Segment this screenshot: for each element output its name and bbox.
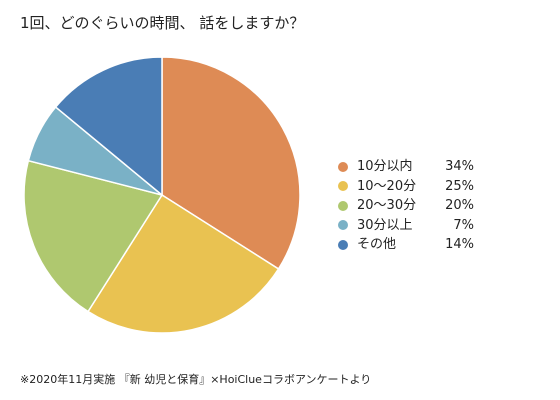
legend-marker (338, 239, 348, 250)
legend-label: 20〜30分 (357, 198, 417, 213)
legend-item: 20〜30分 20% (338, 196, 474, 216)
legend-value: 25% (445, 178, 474, 194)
legend-marker (338, 220, 348, 231)
legend: 10分以内 34% 10〜20分 25% 20〜30分 20% 30分以上 7% その他 14% (338, 157, 474, 255)
legend-item: 10〜20分 25% (338, 177, 474, 197)
legend-label: 30分以上 (357, 217, 413, 233)
legend-marker (338, 181, 348, 192)
legend-item: 10分以内 34% (338, 157, 474, 177)
legend-value: 20% (445, 198, 474, 213)
legend-marker (338, 161, 348, 172)
chart-title: 1回、どのぐらいの時間、 話をしますか？ (20, 14, 305, 32)
legend-value: 34% (445, 159, 474, 174)
legend-item: その他 14% (338, 235, 474, 255)
legend-value: 14% (445, 237, 474, 252)
legend-label: その他 (357, 237, 397, 252)
legend-item: 30分以上 7% (338, 216, 474, 236)
pie-slice-1 (161, 56, 301, 270)
legend-marker (338, 200, 348, 211)
legend-label: 10分以内 (357, 159, 413, 174)
pie-slice-5 (54, 56, 163, 197)
legend-label: 10〜20分 (357, 178, 417, 194)
pie-slice-3 (23, 159, 164, 313)
pie-slice-2 (87, 193, 280, 334)
legend-value: 7% (453, 217, 474, 233)
source-note: ※2020年11月実施 『新 幼児と保育』×HoiClueコラボアンケートより (20, 373, 372, 386)
